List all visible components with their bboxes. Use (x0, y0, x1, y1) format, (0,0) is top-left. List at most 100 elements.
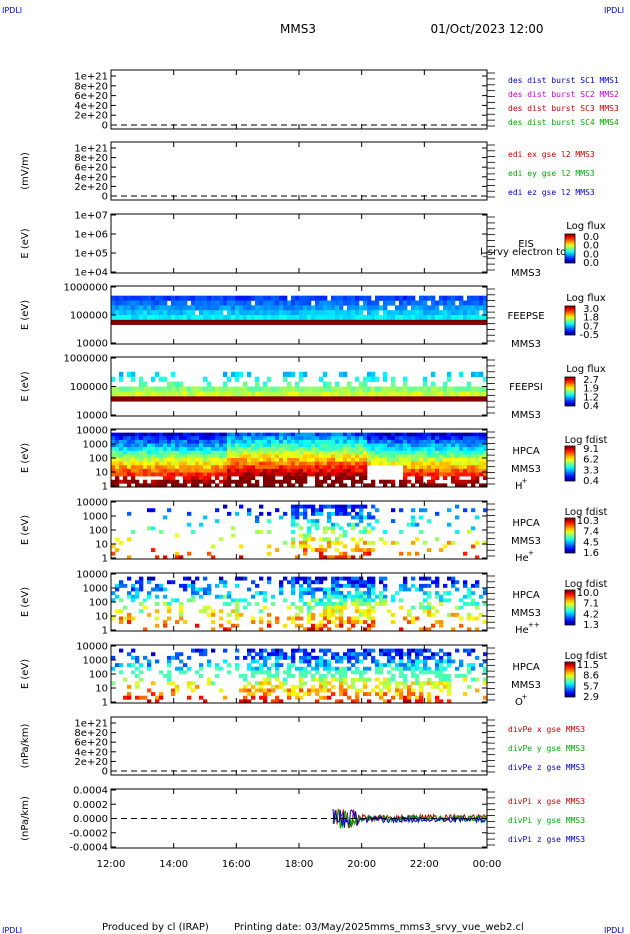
colorbar-tick-label: 1.8 (583, 313, 599, 324)
colorbar-title: Log flux (566, 221, 606, 232)
colorbar-tick-label: 0.4 (583, 401, 599, 412)
page-datetime: 01/Oct/2023 12:00 (430, 22, 543, 36)
ylabel: E (eV) (20, 371, 31, 401)
colorbar-title: Log flux (566, 293, 606, 304)
panel-5: 10000 1000 100 10 1 E (eV) HPCA MMS3 H+ Log fdist… (20, 426, 607, 493)
colorbar (564, 517, 576, 554)
panel-6: 10000 1000 100 10 1 E (eV) HPCA MMS3 He + Log fdis… (20, 498, 607, 565)
ytick-label: 1000 (83, 512, 108, 523)
colorbar-title: Log flux (566, 364, 606, 375)
spectrogram-8 (111, 648, 488, 704)
panel-10: 0.0004 0.0002 0.0000 -0.0002 -0.0004 (nPa/km)… (20, 786, 585, 854)
colorbar-tick-label: 10.0 (577, 588, 599, 599)
spacecraft-label: MMS3 (511, 268, 541, 279)
colorbar-title: Log fdist (565, 507, 608, 518)
colorbar-tick-label: 1.9 (583, 384, 599, 395)
ytick-label: 100000 (70, 311, 108, 322)
instrument-label: HPCA (512, 446, 540, 457)
xtick-label: 18:00 (285, 859, 314, 870)
ytick-label: 1e+04 (74, 268, 108, 279)
ytick-label: 10000 (76, 339, 108, 350)
spacecraft-label: MMS3 (511, 608, 541, 619)
ytick-label: 4e+20 (74, 172, 108, 183)
ytick-label: 10 (95, 468, 108, 479)
colorbar-tick-label: 6.2 (583, 455, 599, 466)
ion-charge-label: + (522, 477, 528, 485)
colorbar-tick-label: 4.5 (583, 537, 599, 548)
ytick-label: 2e+20 (74, 757, 108, 768)
panel-frame (110, 213, 488, 274)
legend-entry: divPe z gse MMS3 (508, 763, 585, 772)
ytick-label: 1000 (83, 656, 108, 667)
legend-entry: des dist burst SC4 MMS4 (508, 118, 619, 127)
ytick-label: 100 (89, 670, 108, 681)
ytick-label: 2e+20 (74, 111, 108, 122)
instrument-label: FEEPSI (509, 382, 543, 393)
spacecraft-label: MMS3 (511, 680, 541, 691)
colorbar-tick-label: 4.2 (583, 609, 599, 620)
overflow-label: l_srvy electron to (480, 247, 566, 258)
ytick-label: 1e+06 (74, 230, 108, 241)
spacecraft-label: MMS3 (511, 339, 541, 350)
colorbar-tick-label: -0.5 (579, 330, 599, 341)
ytick-label: 6e+20 (74, 738, 108, 749)
xtick-label: 22:00 (410, 859, 439, 870)
ytick-label: 0 (102, 192, 108, 203)
colorbar-tick-label: 0.0 (583, 249, 599, 260)
instrument-label: HPCA (512, 662, 540, 673)
ylabel: E (eV) (20, 228, 31, 258)
ytick-label: 10 (95, 540, 108, 551)
ytick-label: 100 (89, 526, 108, 537)
legend-entry: edi ey gse l2 MMS3 (508, 169, 595, 178)
spectrogram-4 (111, 371, 488, 402)
ion-charge-label: ++ (528, 621, 540, 629)
ytick-label: 10 (95, 612, 108, 623)
legend-entry: divPe x gse MMS3 (508, 725, 585, 734)
legend-entry: divPi z gse MMS3 (508, 835, 585, 844)
xtick-label: 20:00 (347, 859, 376, 870)
ylabel: (nPa/km) (20, 724, 31, 769)
colorbar-title: Log fdist (565, 435, 608, 446)
colorbar (564, 445, 576, 482)
xtick-label: 16:00 (222, 859, 251, 870)
ylabel: E (eV) (20, 587, 31, 617)
ion-species-label: He (515, 553, 529, 564)
instrument-label: FEEPSE (507, 311, 544, 322)
ytick-label: 1 (102, 482, 108, 493)
page-title: MMS3 (280, 22, 316, 36)
ytick-label: 8e+20 (74, 153, 108, 164)
divpi-y-line (332, 809, 488, 829)
divpi-series (332, 808, 488, 829)
ytick-label: 1e+21 (74, 144, 108, 155)
colorbar-title: Log fdist (565, 651, 608, 662)
colorbar-tick-label: 3.3 (583, 465, 599, 476)
ion-charge-label: + (522, 693, 528, 701)
colorbar-tick-label: 5.7 (583, 681, 599, 692)
ytick-label: 4e+20 (74, 747, 108, 758)
colorbar-tick-label: 2.9 (583, 692, 599, 703)
colorbar-tick-label: 0.0 (583, 241, 599, 252)
instrument-label: HPCA (512, 518, 540, 529)
spacecraft-label: MMS3 (511, 410, 541, 421)
ylabel: E (eV) (20, 515, 31, 545)
ytick-label: 0.0002 (73, 800, 108, 811)
ytick-label: -0.0002 (69, 828, 108, 839)
ytick-label: 10000 (76, 498, 108, 509)
colorbar-tick-label: 9.1 (583, 444, 599, 455)
ytick-label: 1e+21 (74, 719, 108, 730)
colorbar-tick-label: 1.3 (583, 620, 599, 631)
footer-script-name: mms_mms3_srvy_vue_web2.cl (370, 922, 524, 933)
ytick-label: 0 (102, 121, 108, 132)
spectrogram-6 (111, 504, 488, 560)
legend-entry: edi ez gse l2 MMS3 (508, 188, 595, 197)
ytick-label: 4e+20 (74, 101, 108, 112)
ytick-label: 8e+20 (74, 728, 108, 739)
instrument-label: HPCA (512, 590, 540, 601)
panel-frame (110, 141, 488, 201)
legend-entry: divPi y gse MMS3 (508, 816, 585, 825)
panel-frame (110, 69, 488, 130)
panel-3: 1000000 100000 10000 E (eV) FEEPSE MMS3 Log fl… (20, 283, 606, 351)
xtick-label: 00:00 (473, 859, 502, 870)
